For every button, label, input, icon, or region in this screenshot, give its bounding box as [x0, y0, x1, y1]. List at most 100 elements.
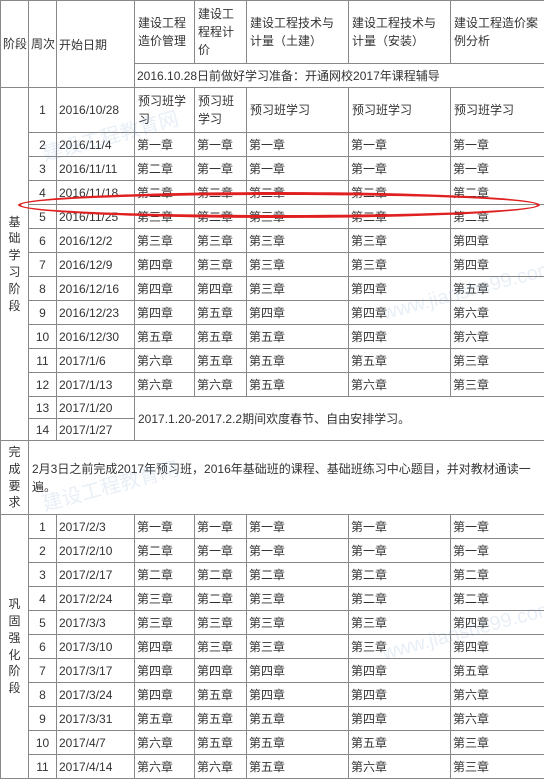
content-cell: 第一章 [451, 515, 544, 539]
content-cell: 第一章 [349, 515, 451, 539]
table-row: 32017/2/17第二章第二章第二章第二章第二章 [1, 563, 544, 587]
table-row: 52017/3/3第三章第三章第三章第三章第四章 [1, 611, 544, 635]
date-cell: 2017/2/17 [57, 563, 135, 587]
content-cell: 第四章 [135, 683, 195, 707]
content-cell: 第二章 [349, 587, 451, 611]
date-cell: 2017/1/27 [57, 419, 135, 441]
table-row: 82016/12/16第四章第四章第三章第四章第五章 [1, 277, 544, 301]
content-cell: 第二章 [135, 563, 195, 587]
date-cell: 2017/2/10 [57, 539, 135, 563]
complete-row: 完成要求2月3日之前完成2017年预习班，2016年基础班的课程、基础班练习中心… [1, 441, 544, 515]
date-cell: 2016/11/25 [57, 205, 135, 229]
content-cell: 第四章 [451, 253, 544, 277]
content-cell: 第二章 [195, 205, 247, 229]
content-cell: 第四章 [135, 635, 195, 659]
table-row: 62017/3/10第四章第三章第三章第三章第四章 [1, 635, 544, 659]
week-cell: 7 [29, 659, 57, 683]
content-cell: 第二章 [349, 563, 451, 587]
header-stage: 阶段 [1, 1, 29, 88]
content-cell: 第五章 [195, 349, 247, 373]
content-cell: 第四章 [349, 707, 451, 731]
date-cell: 2017/3/24 [57, 683, 135, 707]
spring-festival-cell: 2017.1.20-2017.2.2期间欢度春节、自由安排学习。 [135, 397, 544, 441]
content-cell: 预习班学习 [349, 88, 451, 133]
week-cell: 3 [29, 563, 57, 587]
content-cell: 第三章 [451, 373, 544, 397]
table-row: 82017/3/24第四章第五章第四章第四章第六章 [1, 683, 544, 707]
week-cell: 4 [29, 587, 57, 611]
content-cell: 第三章 [247, 253, 349, 277]
content-cell: 预习班学习 [247, 88, 349, 133]
content-cell: 第二章 [135, 181, 195, 205]
week-cell: 6 [29, 229, 57, 253]
content-cell: 第三章 [451, 349, 544, 373]
date-cell: 2016/12/23 [57, 301, 135, 325]
content-cell: 第四章 [349, 659, 451, 683]
date-cell: 2017/1/13 [57, 373, 135, 397]
content-cell: 第五章 [247, 755, 349, 779]
table-row: 112017/4/14第六章第六章第五章第六章第三章 [1, 755, 544, 779]
date-cell: 2017/3/17 [57, 659, 135, 683]
week-cell: 5 [29, 611, 57, 635]
week-cell: 9 [29, 707, 57, 731]
week-cell: 10 [29, 325, 57, 349]
content-cell: 第五章 [349, 349, 451, 373]
content-cell: 第四章 [135, 301, 195, 325]
date-cell: 2016/12/30 [57, 325, 135, 349]
content-cell: 第二章 [195, 563, 247, 587]
table-row: 102016/12/30第五章第五章第五章第四章第六章 [1, 325, 544, 349]
content-cell: 第三章 [349, 611, 451, 635]
date-cell: 2017/2/24 [57, 587, 135, 611]
content-cell: 第三章 [247, 205, 349, 229]
content-cell: 第六章 [135, 349, 195, 373]
week-cell: 4 [29, 181, 57, 205]
week-cell: 11 [29, 349, 57, 373]
header-course-2: 建设工程程计价 [195, 1, 247, 64]
content-cell: 第四章 [135, 253, 195, 277]
table-row: 132017/1/202017.1.20-2017.2.2期间欢度春节、自由安排… [1, 397, 544, 419]
content-cell: 第五章 [451, 659, 544, 683]
content-cell: 第一章 [451, 157, 544, 181]
week-cell: 13 [29, 397, 57, 419]
content-cell: 第三章 [135, 229, 195, 253]
table-row: 72016/12/9第四章第三章第三章第三章第四章 [1, 253, 544, 277]
content-cell: 第三章 [195, 253, 247, 277]
content-cell: 第五章 [195, 731, 247, 755]
content-cell: 第三章 [247, 611, 349, 635]
table-row: 22016/11/4第一章第一章第一章第一章第一章 [1, 133, 544, 157]
date-cell: 2017/4/7 [57, 731, 135, 755]
content-cell: 第四章 [349, 277, 451, 301]
content-cell: 第五章 [195, 325, 247, 349]
date-cell: 2016/12/16 [57, 277, 135, 301]
table-row: 92017/3/31第五章第五章第五章第四章第六章 [1, 707, 544, 731]
content-cell: 第四章 [195, 659, 247, 683]
week-cell: 9 [29, 301, 57, 325]
content-cell: 第五章 [247, 325, 349, 349]
date-cell: 2017/4/14 [57, 755, 135, 779]
date-cell: 2017/1/20 [57, 397, 135, 419]
content-cell: 第三章 [195, 635, 247, 659]
content-cell: 第五章 [451, 277, 544, 301]
content-cell: 第二章 [451, 205, 544, 229]
content-cell: 第三章 [135, 611, 195, 635]
week-cell: 3 [29, 157, 57, 181]
complete-text-cell: 2月3日之前完成2017年预习班，2016年基础班的课程、基础班练习中心题目，并… [29, 441, 544, 515]
header-course-1: 建设工程造价管理 [135, 1, 195, 64]
content-cell: 第二章 [451, 563, 544, 587]
content-cell: 第四章 [247, 683, 349, 707]
table-row: 92016/12/23第四章第五章第四章第四章第六章 [1, 301, 544, 325]
content-cell: 第三章 [247, 635, 349, 659]
content-cell: 第六章 [135, 373, 195, 397]
content-cell: 第三章 [451, 731, 544, 755]
content-cell: 第一章 [247, 133, 349, 157]
content-cell: 预习班学习 [451, 88, 544, 133]
date-cell: 2016/11/4 [57, 133, 135, 157]
header-course-4: 建设工程技术与计量（安装） [349, 1, 451, 64]
content-cell: 第六章 [349, 755, 451, 779]
content-cell: 第六章 [195, 373, 247, 397]
content-cell: 第四章 [451, 229, 544, 253]
notice-cell: 2016.10.28日前做好学习准备：开通网校2017年课程辅导 [135, 64, 544, 88]
week-cell: 8 [29, 277, 57, 301]
date-cell: 2016/10/28 [57, 88, 135, 133]
content-cell: 第五章 [349, 731, 451, 755]
